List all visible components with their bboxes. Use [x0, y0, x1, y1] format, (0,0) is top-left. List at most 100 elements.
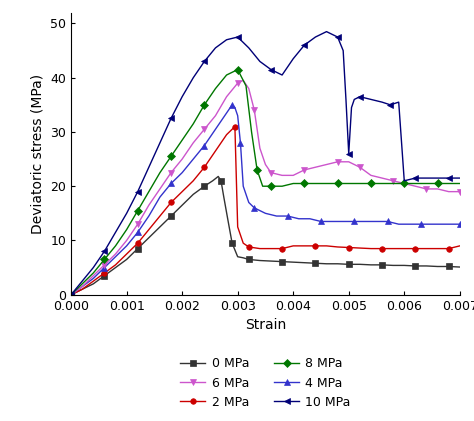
6 MPa: [168, 170, 174, 175]
8 MPa: [79, 281, 85, 286]
4 MPa: [407, 221, 413, 226]
10 MPa: [79, 279, 85, 284]
8 MPa: [279, 184, 285, 189]
2 MPa: [424, 246, 429, 251]
4 MPa: [224, 110, 229, 115]
10 MPa: [349, 105, 355, 110]
2 MPa: [79, 287, 85, 292]
8 MPa: [249, 129, 255, 134]
2 MPa: [412, 246, 418, 251]
4 MPa: [124, 243, 129, 248]
4 MPa: [396, 221, 401, 226]
10 MPa: [412, 176, 418, 181]
2 MPa: [191, 178, 196, 183]
8 MPa: [235, 67, 240, 72]
0 MPa: [146, 235, 152, 240]
10 MPa: [113, 230, 118, 235]
0 MPa: [101, 273, 107, 278]
2 MPa: [68, 292, 74, 297]
10 MPa: [435, 176, 440, 181]
10 MPa: [124, 211, 129, 216]
4 MPa: [146, 213, 152, 218]
10 MPa: [68, 292, 74, 297]
8 MPa: [368, 181, 374, 186]
4 MPa: [91, 276, 96, 281]
4 MPa: [440, 221, 446, 226]
10 MPa: [135, 189, 141, 194]
10 MPa: [351, 97, 357, 102]
Line: 0 MPa: 0 MPa: [68, 174, 463, 298]
10 MPa: [301, 43, 307, 48]
6 MPa: [291, 173, 296, 178]
0 MPa: [201, 184, 207, 189]
4 MPa: [418, 221, 424, 226]
6 MPa: [257, 146, 263, 151]
8 MPa: [135, 208, 141, 213]
0 MPa: [368, 262, 374, 267]
8 MPa: [157, 170, 163, 175]
10 MPa: [157, 140, 163, 145]
2 MPa: [390, 246, 396, 251]
10 MPa: [312, 35, 318, 40]
10 MPa: [340, 48, 346, 53]
10 MPa: [396, 100, 401, 105]
0 MPa: [346, 262, 352, 267]
X-axis label: Strain: Strain: [245, 318, 286, 332]
Y-axis label: Deviatoric stress (MPa): Deviatoric stress (MPa): [31, 74, 45, 234]
0 MPa: [229, 241, 235, 246]
10 MPa: [224, 37, 229, 42]
2 MPa: [291, 243, 296, 248]
0 MPa: [124, 257, 129, 262]
8 MPa: [312, 181, 318, 186]
6 MPa: [379, 176, 385, 181]
4 MPa: [68, 292, 74, 297]
0 MPa: [225, 216, 230, 221]
2 MPa: [312, 243, 318, 248]
0 MPa: [324, 261, 329, 266]
Line: 8 MPa: 8 MPa: [68, 67, 463, 298]
6 MPa: [424, 187, 429, 192]
8 MPa: [401, 181, 407, 186]
0 MPa: [301, 260, 307, 265]
Legend: 0 MPa, 6 MPa, 2 MPa, 8 MPa, 4 MPa, 10 MPa: 0 MPa, 6 MPa, 2 MPa, 8 MPa, 4 MPa, 10 MP…: [180, 357, 351, 409]
0 MPa: [412, 264, 418, 269]
2 MPa: [157, 213, 163, 218]
6 MPa: [246, 86, 252, 91]
8 MPa: [254, 168, 260, 173]
4 MPa: [229, 102, 235, 107]
8 MPa: [124, 227, 129, 232]
10 MPa: [357, 94, 363, 99]
8 MPa: [424, 181, 429, 186]
0 MPa: [268, 258, 274, 264]
8 MPa: [390, 181, 396, 186]
4 MPa: [351, 219, 357, 224]
0 MPa: [401, 263, 407, 268]
6 MPa: [263, 162, 268, 167]
8 MPa: [224, 72, 229, 77]
2 MPa: [91, 279, 96, 284]
6 MPa: [357, 165, 363, 170]
10 MPa: [246, 45, 252, 51]
4 MPa: [385, 219, 391, 224]
10 MPa: [291, 56, 296, 61]
Line: 10 MPa: 10 MPa: [68, 29, 463, 298]
2 MPa: [146, 227, 152, 232]
2 MPa: [179, 189, 185, 194]
0 MPa: [221, 195, 227, 200]
2 MPa: [232, 124, 238, 129]
0 MPa: [312, 261, 318, 266]
8 MPa: [335, 181, 340, 186]
10 MPa: [213, 45, 219, 51]
10 MPa: [235, 35, 240, 40]
0 MPa: [424, 264, 429, 269]
4 MPa: [157, 195, 163, 200]
4 MPa: [374, 219, 379, 224]
0 MPa: [457, 264, 463, 269]
0 MPa: [390, 263, 396, 268]
6 MPa: [113, 251, 118, 256]
6 MPa: [346, 159, 352, 164]
6 MPa: [368, 173, 374, 178]
4 MPa: [168, 181, 174, 186]
8 MPa: [446, 181, 452, 186]
8 MPa: [113, 243, 118, 248]
